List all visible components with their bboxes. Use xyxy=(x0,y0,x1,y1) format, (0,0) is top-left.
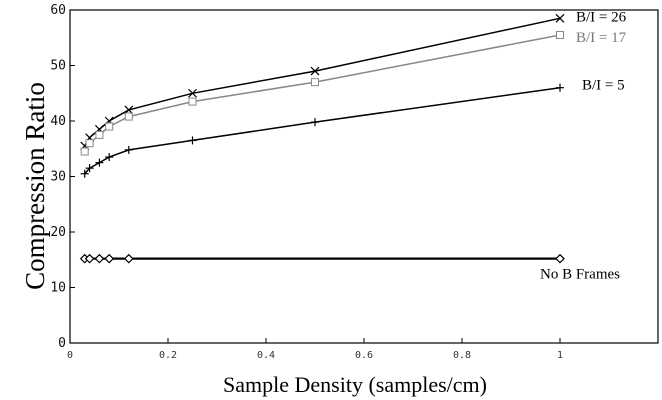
series-label-b-i-5: B/I = 5 xyxy=(582,78,625,94)
series-line-b-i-17 xyxy=(84,34,561,152)
data-point-b-i-26 xyxy=(310,66,320,76)
x-tick-label: 0.2 xyxy=(159,350,177,361)
data-point-b-i-5 xyxy=(188,136,197,145)
data-point-b-i-17 xyxy=(124,112,133,121)
x-tick-label: 0.4 xyxy=(257,350,275,361)
x-tick-label: 0 xyxy=(67,350,73,361)
x-tick-label: 0.6 xyxy=(355,350,373,361)
data-point-b-i-5 xyxy=(556,83,564,92)
series-line-b-i-26 xyxy=(84,17,561,147)
y-tick-label: 50 xyxy=(50,59,66,74)
data-point-b-i-17 xyxy=(85,139,94,148)
x-axis-label: Sample Density (samples/cm) xyxy=(223,372,487,397)
y-tick-label: 0 xyxy=(58,336,66,351)
data-point-no-b-frames xyxy=(84,253,95,264)
data-point-b-i-17 xyxy=(95,130,104,139)
series-label-b-i-17: B/I = 17 xyxy=(576,30,627,46)
data-point-no-b-frames xyxy=(104,253,115,264)
data-point-b-i-17 xyxy=(105,122,114,131)
series-labels: B/I = 26 B/I = 17 B/I = 5 No B Frames xyxy=(540,9,627,282)
data-point-b-i-5 xyxy=(124,145,133,154)
y-tick-label: 10 xyxy=(50,281,66,296)
data-point-b-i-5 xyxy=(80,169,89,178)
series-line-b-i-5 xyxy=(84,86,561,175)
y-tick-label: 40 xyxy=(50,114,66,129)
data-point-no-b-frames xyxy=(94,253,105,264)
x-tick-label: 1 xyxy=(557,350,563,361)
series-lines xyxy=(84,17,561,260)
y-tick-label: 30 xyxy=(50,170,66,185)
data-point-no-b-frames xyxy=(555,253,565,264)
y-axis-label: Compression Ratio xyxy=(20,82,50,290)
data-point-b-i-5 xyxy=(311,118,319,127)
series-label-no-b-frames: No B Frames xyxy=(540,267,620,283)
data-point-b-i-26 xyxy=(555,13,565,23)
series-label-b-i-26: B/I = 26 xyxy=(576,9,627,25)
data-point-b-i-17 xyxy=(188,97,197,106)
x-tick-label: 0.8 xyxy=(453,350,471,361)
data-point-b-i-5 xyxy=(95,158,104,167)
x-ticks: 0 0.2 0.4 0.6 0.8 1 xyxy=(67,338,563,361)
data-point-no-b-frames xyxy=(123,253,134,264)
data-point-b-i-5 xyxy=(85,164,94,173)
y-ticks: 0 10 20 30 40 50 60 xyxy=(50,3,75,351)
data-point-b-i-26 xyxy=(188,88,197,98)
y-tick-label: 20 xyxy=(50,225,66,240)
data-point-b-i-17 xyxy=(311,78,319,87)
data-point-b-i-17 xyxy=(80,147,89,156)
data-point-b-i-17 xyxy=(556,30,564,39)
series-markers xyxy=(79,13,565,264)
data-point-b-i-5 xyxy=(105,153,114,162)
y-tick-label: 60 xyxy=(50,3,66,18)
